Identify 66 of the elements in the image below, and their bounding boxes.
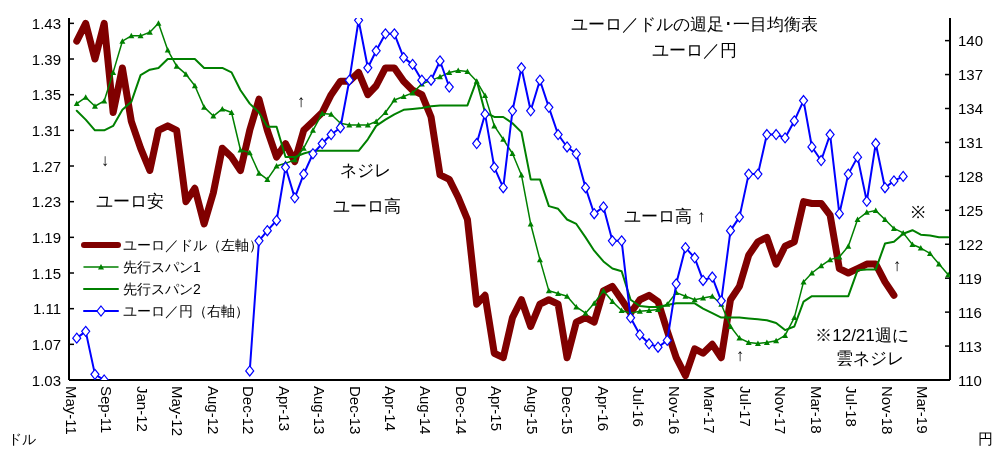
annotation: ネジレ [339, 160, 391, 180]
y2-tick-label: 113 [958, 337, 982, 355]
y2-tick-label: 128 [958, 167, 984, 185]
annotation: ↑ [735, 345, 745, 365]
x-tick-label: Jan-12 [133, 386, 151, 432]
y-tick-label: 1.43 [31, 14, 61, 32]
y2-tick-label: 122 [958, 235, 984, 253]
y-tick-label: 1.19 [31, 228, 61, 246]
legend-label: 先行スパン1 [123, 259, 201, 275]
y2-tick-label: 131 [958, 133, 984, 151]
x-tick-label: May-12 [169, 386, 187, 437]
y2-axis-title: 円 [977, 430, 993, 447]
y2-tick-label: 116 [958, 303, 982, 321]
x-tick-label: Apr-15 [488, 386, 506, 432]
annotation: ↑ [892, 255, 902, 275]
x-tick-label: Nov-17 [772, 386, 790, 435]
y-tick-label: 1.23 [31, 193, 61, 211]
y-tick-label: 1.15 [31, 264, 61, 282]
x-tick-label: Jul-16 [630, 386, 648, 427]
x-tick-label: Nov-18 [878, 386, 896, 435]
x-tick-label: Aug-12 [204, 386, 222, 435]
annotation: ユーロ高 ↑ [624, 206, 706, 226]
annotation: ※12/21週に [815, 325, 909, 345]
text: ユーロ／円 [652, 41, 738, 60]
x-tick-label: Apr-14 [382, 386, 399, 432]
y-axis-title: ドル [8, 431, 36, 447]
y-tick-label: 1.11 [32, 300, 61, 318]
legend-label: 先行スパン2 [123, 281, 201, 297]
annotation: ユーロ安 [96, 191, 164, 211]
x-tick-label: Nov-16 [665, 386, 683, 435]
x-tick-label: Dec-13 [346, 386, 364, 435]
y-tick-label: 1.07 [31, 335, 61, 353]
annotation: 雲ネジレ [836, 348, 904, 368]
annotation: ↓ [100, 150, 110, 170]
y-tick-label: 1.31 [31, 121, 61, 139]
x-tick-label: Aug-15 [523, 386, 541, 435]
legend-label: ユーロ／円（右軸） [123, 303, 249, 319]
x-tick-label: Mar-19 [914, 386, 932, 434]
y2-tick-label: 137 [958, 66, 984, 84]
x-tick-label: Jul-17 [736, 386, 754, 427]
x-tick-label: Sep-11 [98, 386, 116, 434]
x-tick-label: Jul-18 [843, 386, 861, 427]
x-tick-label: Mar-17 [701, 386, 719, 434]
x-tick-label: Aug-13 [311, 386, 329, 435]
x-tick-label: Dec-14 [452, 386, 470, 435]
y-tick-label: 1.03 [31, 371, 61, 389]
x-tick-label: Aug-14 [417, 386, 435, 435]
y-tick-label: 1.27 [31, 157, 61, 175]
y2-tick-label: 140 [958, 32, 984, 50]
annotation: ユーロ高 [333, 196, 401, 216]
x-tick-label: Apr-13 [275, 386, 293, 432]
x-tick-label: Dec-12 [240, 386, 258, 435]
x-tick-label: Dec-15 [559, 386, 577, 435]
x-tick-label: Apr-16 [594, 386, 612, 432]
y2-tick-label: 125 [958, 201, 984, 219]
legend-label: ユーロ／ドル（左軸） [123, 237, 263, 253]
x-tick-label: Mar-18 [807, 386, 825, 434]
annotation: ※ [911, 202, 925, 222]
y2-tick-label: 134 [958, 100, 984, 117]
y2-tick-label: 119 [958, 269, 982, 287]
annotation: ↑ [296, 91, 306, 111]
y2-tick-label: 110 [958, 371, 982, 389]
chart-title: ユーロ／ドルの週足･一目均衡表 [571, 15, 819, 34]
y-tick-label: 1.35 [31, 86, 61, 104]
y-tick-label: 1.39 [31, 50, 61, 68]
x-tick-label: May-11 [62, 386, 80, 435]
